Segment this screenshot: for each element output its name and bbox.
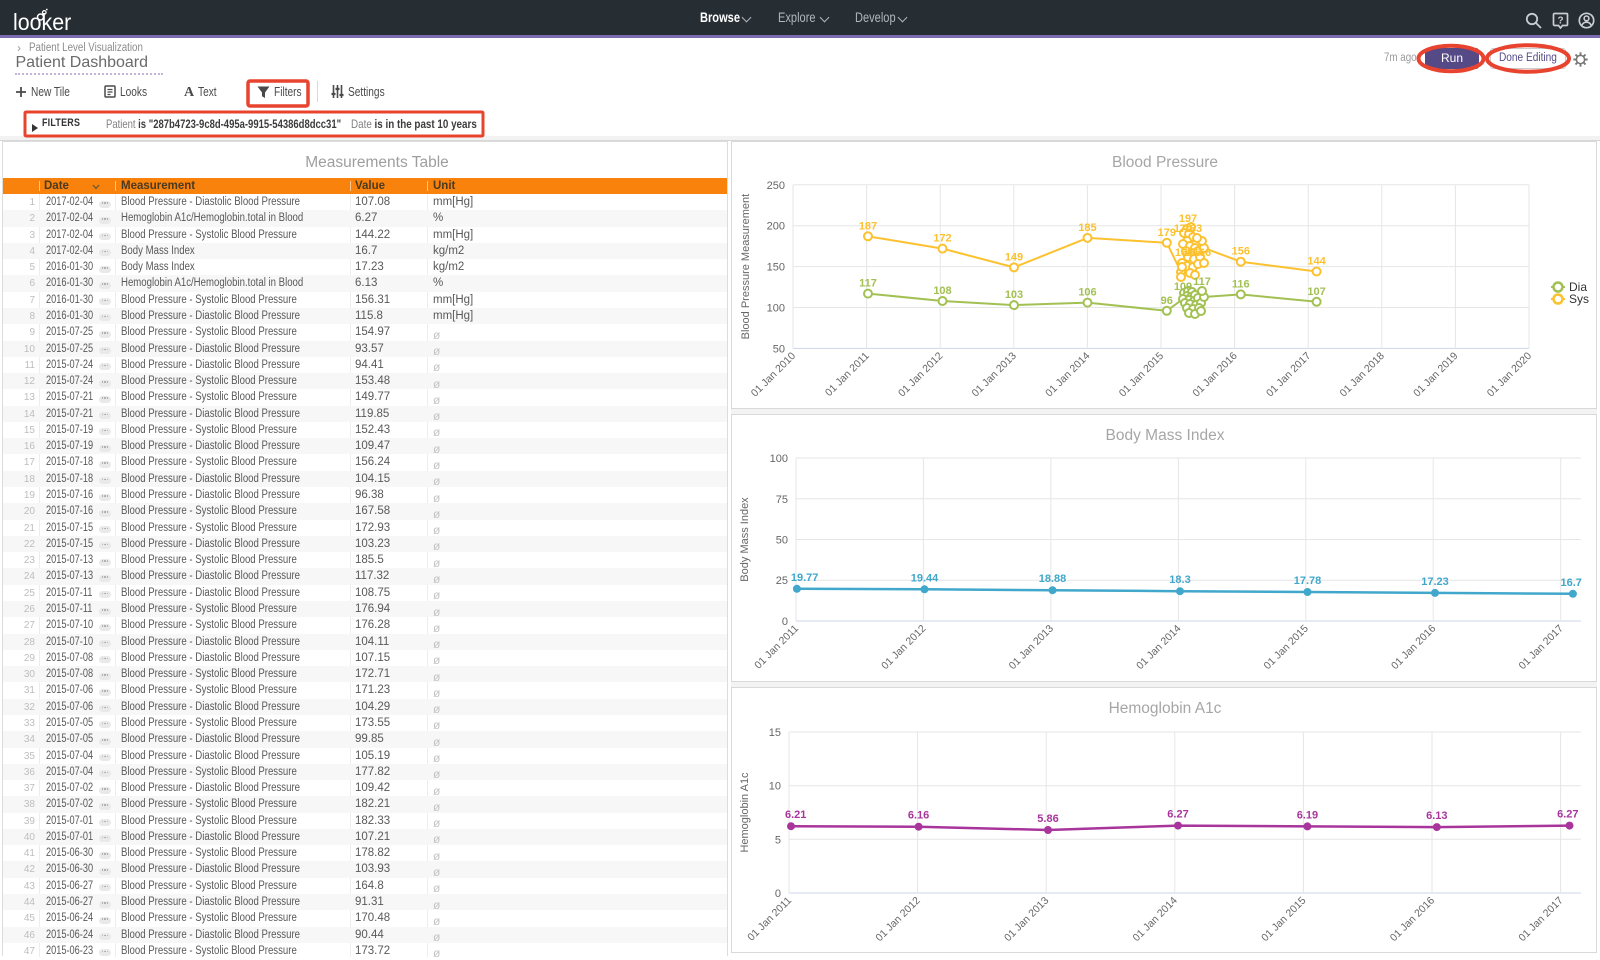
svg-text:6.13: 6.13 (1426, 810, 1447, 822)
svg-text:165: 165 (1183, 247, 1201, 259)
svg-text:01 Jan 2014: 01 Jan 2014 (1134, 623, 1183, 672)
svg-text:Body Mass Index: Body Mass Index (739, 497, 751, 582)
svg-text:96: 96 (1161, 295, 1173, 307)
svg-text:6.21: 6.21 (785, 809, 806, 821)
svg-text:01 Jan 2016: 01 Jan 2016 (1389, 623, 1438, 672)
svg-text:19.44: 19.44 (911, 572, 939, 584)
svg-text:149: 149 (1005, 251, 1023, 263)
svg-text:01 Jan 2013: 01 Jan 2013 (970, 350, 1019, 399)
svg-text:01 Jan 2017: 01 Jan 2017 (1264, 350, 1313, 399)
svg-text:103: 103 (1005, 289, 1023, 301)
svg-text:01 Jan 2015: 01 Jan 2015 (1117, 350, 1166, 399)
svg-text:250: 250 (767, 180, 785, 192)
svg-text:108: 108 (933, 285, 951, 297)
svg-text:168: 168 (1175, 247, 1193, 259)
svg-text:100: 100 (767, 303, 785, 315)
svg-text:01 Jan 2019: 01 Jan 2019 (1411, 350, 1460, 399)
svg-text:100: 100 (770, 453, 788, 465)
svg-text:197: 197 (1179, 213, 1197, 225)
svg-text:01 Jan 2012: 01 Jan 2012 (873, 895, 922, 944)
svg-text:6.16: 6.16 (908, 810, 929, 822)
svg-text:01 Jan 2011: 01 Jan 2011 (823, 350, 872, 399)
svg-text:0: 0 (775, 888, 781, 900)
svg-text:18.3: 18.3 (1169, 574, 1190, 586)
svg-text:01 Jan 2017: 01 Jan 2017 (1516, 623, 1565, 672)
svg-text:50: 50 (773, 343, 785, 355)
svg-text:75: 75 (776, 494, 788, 506)
svg-text:01 Jan 2014: 01 Jan 2014 (1131, 895, 1180, 944)
svg-text:109: 109 (1174, 281, 1192, 293)
svg-text:19.77: 19.77 (791, 572, 819, 584)
svg-text:17.23: 17.23 (1421, 576, 1449, 588)
svg-text:01 Jan 2012: 01 Jan 2012 (896, 350, 945, 399)
svg-text:01 Jan 2016: 01 Jan 2016 (1388, 895, 1437, 944)
svg-text:01 Jan 2014: 01 Jan 2014 (1043, 350, 1092, 399)
svg-text:01 Jan 2020: 01 Jan 2020 (1485, 350, 1534, 399)
svg-text:185: 185 (1078, 222, 1096, 234)
svg-text:107: 107 (1307, 286, 1325, 298)
svg-text:Blood Pressure: Blood Pressure (1112, 154, 1218, 171)
svg-text:01 Jan 2015: 01 Jan 2015 (1262, 623, 1311, 672)
svg-text:17.78: 17.78 (1294, 575, 1322, 587)
svg-text:50: 50 (776, 535, 788, 547)
svg-text:116: 116 (1232, 278, 1250, 290)
svg-text:179: 179 (1158, 227, 1176, 239)
svg-text:Blood Pressure Measurement: Blood Pressure Measurement (740, 194, 752, 340)
svg-text:0: 0 (782, 616, 788, 628)
svg-text:183: 183 (1184, 223, 1202, 235)
svg-text:Hemoglobin A1c: Hemoglobin A1c (739, 772, 751, 853)
svg-text:144: 144 (1307, 256, 1326, 268)
svg-text:?: ? (1557, 16, 1563, 27)
svg-text:117: 117 (859, 278, 877, 290)
svg-text:18.88: 18.88 (1039, 573, 1067, 585)
svg-text:Body Mass Index: Body Mass Index (1106, 427, 1225, 444)
svg-text:200: 200 (767, 221, 785, 233)
svg-text:01 Jan 2011: 01 Jan 2011 (745, 895, 794, 944)
svg-text:166: 166 (1193, 247, 1211, 259)
svg-text:01 Jan 2015: 01 Jan 2015 (1259, 895, 1308, 944)
svg-text:Sys: Sys (1569, 292, 1589, 306)
svg-text:10: 10 (769, 781, 781, 793)
svg-text:117: 117 (1193, 276, 1211, 288)
svg-text:106: 106 (1078, 287, 1096, 299)
svg-text:5.86: 5.86 (1037, 813, 1058, 825)
svg-text:01 Jan 2013: 01 Jan 2013 (1002, 895, 1051, 944)
svg-text:25: 25 (776, 575, 788, 587)
svg-text:15: 15 (769, 727, 781, 739)
svg-text:156: 156 (1232, 246, 1250, 258)
svg-text:16.7: 16.7 (1560, 577, 1581, 589)
svg-text:01 Jan 2013: 01 Jan 2013 (1007, 623, 1056, 672)
svg-text:6.27: 6.27 (1557, 809, 1578, 821)
svg-text:Dia: Dia (1569, 280, 1587, 294)
svg-text:172: 172 (933, 233, 951, 245)
svg-text:01 Jan 2012: 01 Jan 2012 (879, 623, 928, 672)
svg-text:01 Jan 2017: 01 Jan 2017 (1516, 895, 1565, 944)
svg-text:5: 5 (775, 834, 781, 846)
svg-text:01 Jan 2018: 01 Jan 2018 (1338, 350, 1387, 399)
svg-text:150: 150 (767, 262, 785, 274)
svg-text:01 Jan 2010: 01 Jan 2010 (749, 350, 798, 399)
svg-text:01 Jan 2011: 01 Jan 2011 (752, 623, 801, 672)
svg-text:187: 187 (859, 220, 877, 232)
svg-text:01 Jan 2016: 01 Jan 2016 (1190, 350, 1239, 399)
svg-text:Hemoglobin A1c: Hemoglobin A1c (1109, 700, 1222, 717)
svg-text:6.27: 6.27 (1167, 809, 1188, 821)
svg-text:6.19: 6.19 (1297, 809, 1318, 821)
svg-text:174: 174 (1174, 223, 1193, 235)
